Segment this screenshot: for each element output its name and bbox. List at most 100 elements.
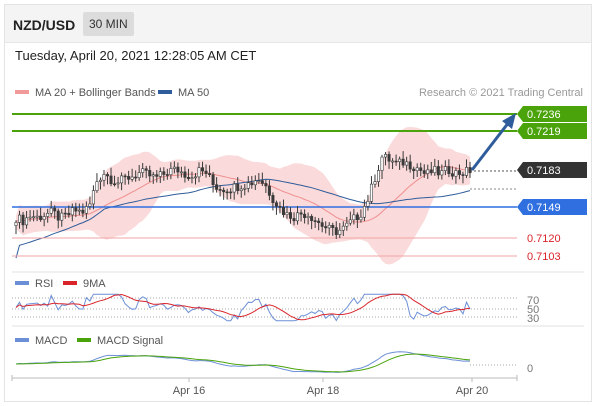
candle-body (113, 183, 117, 186)
candle-body (84, 206, 88, 214)
candle-body (447, 166, 451, 174)
candle-body (426, 169, 430, 174)
candle-body (144, 168, 148, 171)
candle-body (303, 213, 307, 218)
candle-body (120, 175, 124, 184)
candle-body (67, 212, 71, 216)
candle-body (32, 216, 36, 219)
candle-body (46, 212, 50, 217)
candle-body (70, 207, 74, 216)
ma20-legend-swatch (15, 90, 29, 94)
candle-body (433, 166, 437, 174)
candle-body (359, 216, 363, 221)
candle-body (208, 173, 212, 176)
candle-body (134, 176, 138, 179)
candle-body (264, 183, 268, 187)
candle-body (169, 168, 173, 176)
candle-body (14, 222, 18, 226)
candle-body (320, 222, 324, 227)
macd-signal-legend-label: MACD Signal (97, 335, 163, 347)
candle-body (176, 166, 180, 173)
candle-body (246, 182, 250, 189)
timestamp: Tuesday, April 20, 2021 12:28:05 AM CET (15, 48, 257, 63)
candle-body (468, 167, 472, 174)
price-tag-s1-text: 0.7120 (527, 233, 561, 245)
candle-body (151, 174, 155, 177)
candle-body (257, 180, 261, 183)
candle-body (271, 195, 275, 204)
candle-body (373, 181, 377, 185)
candle-body (296, 212, 300, 222)
candle-body (155, 174, 159, 177)
candle-body (215, 184, 219, 190)
candle-body (95, 181, 99, 191)
macd-signal-line (15, 353, 471, 373)
price-tag-pivot-text: 0.7149 (527, 202, 561, 214)
candle-body (127, 176, 131, 180)
candle-body (345, 222, 349, 227)
candle-body (49, 207, 53, 214)
rsi-ma-legend-swatch (63, 281, 77, 285)
candle-body (260, 180, 264, 184)
candle-body (274, 202, 278, 207)
candle-body (158, 171, 162, 177)
candle-body (408, 161, 412, 170)
candle-body (123, 175, 127, 178)
candle-body (39, 215, 43, 220)
candle-body (35, 215, 39, 218)
timeframe-badge[interactable]: 30 MIN (83, 12, 134, 36)
candle-body (292, 218, 296, 222)
candle-body (278, 205, 282, 208)
price-tag-r1 (517, 123, 587, 139)
candle-body (218, 189, 222, 191)
candle-body (355, 214, 359, 221)
candle-body (211, 174, 215, 185)
macd-legend-swatch (15, 338, 29, 342)
candle-body (461, 174, 465, 176)
candle-body (229, 191, 233, 194)
candle-body (440, 170, 444, 176)
candle-body (56, 210, 60, 221)
candle-body (362, 206, 366, 218)
candle-body (18, 214, 22, 223)
candle-body (310, 216, 314, 221)
candle-body (222, 189, 226, 193)
rsi-legend-label: RSI (35, 278, 53, 290)
candle-body (306, 216, 310, 218)
currency-pair: NZD/USD (13, 17, 76, 33)
candle-body (183, 171, 187, 178)
candle-body (429, 169, 433, 174)
candle-body (28, 216, 32, 219)
candle-body (116, 182, 120, 185)
candle-body (63, 212, 67, 215)
candle-body (137, 172, 141, 179)
candle-body (405, 161, 409, 166)
candle-body (148, 170, 152, 177)
candle-body (412, 168, 416, 172)
price-tag-current (517, 162, 587, 178)
candle-body (422, 170, 426, 174)
bollinger-bands (16, 127, 470, 265)
candle-body (450, 173, 454, 177)
x-label-apr18: Apr 18 (307, 385, 339, 397)
price-tag-pivot (517, 199, 587, 215)
candle-body (324, 226, 328, 229)
ma50-line (15, 178, 471, 259)
ma20-legend-label: MA 20 + Bollinger Bands (35, 87, 156, 99)
macd-level-0: 0 (527, 363, 533, 375)
candle-body (172, 166, 176, 169)
candle-body (91, 190, 95, 205)
credit-text: Research © 2021 Trading Central (419, 87, 583, 99)
rsi-ma-line (15, 293, 471, 321)
candle-body (162, 171, 166, 175)
candle-body (299, 212, 303, 215)
candle-body (239, 188, 243, 191)
candle-body (74, 207, 78, 212)
candle-body (21, 214, 25, 226)
candle-body (387, 154, 391, 162)
candle-body (130, 176, 134, 180)
candle-body (201, 167, 205, 172)
candle-body (380, 156, 384, 171)
candle-body (267, 185, 271, 196)
